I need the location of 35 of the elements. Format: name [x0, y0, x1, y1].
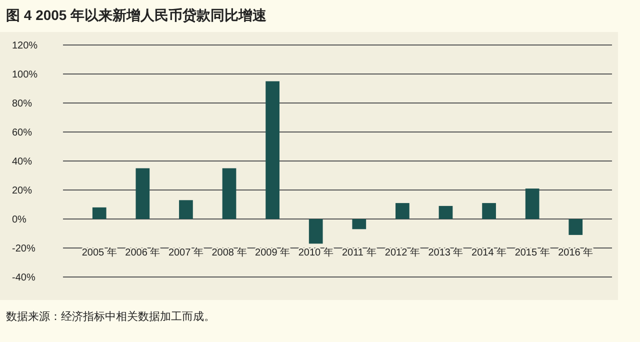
chart-title: 图 4 2005 年以来新增人民币贷款同比增速 [6, 7, 268, 23]
y-tick-label: 100% [12, 70, 38, 80]
y-tick-label: 20% [12, 186, 32, 196]
x-tick-label: 2010 年 [298, 246, 334, 258]
bar [92, 207, 106, 219]
bar [266, 81, 280, 219]
bar [222, 168, 236, 219]
x-tick-label: 2006 年 [125, 246, 160, 258]
x-tick-label: 2008 年 [212, 246, 247, 258]
x-tick-label: 2012 年 [384, 246, 420, 258]
x-tick-label: 2013 年 [428, 246, 464, 258]
bar [568, 219, 583, 235]
source-note: 数据来源：经济指标中相关数据加工而成。 [6, 310, 215, 323]
y-tick-label: -20% [12, 244, 36, 254]
y-tick-label: 60% [12, 128, 32, 138]
y-tick-label: 40% [12, 156, 32, 168]
y-tick-label: 120% [12, 40, 38, 52]
bar [396, 203, 410, 219]
bar [136, 168, 150, 219]
x-tick-label: 2009 年 [255, 246, 290, 258]
bar [525, 188, 540, 219]
y-tick-label: -40% [12, 272, 36, 284]
bar [179, 200, 193, 219]
bar [308, 219, 323, 244]
bar [482, 203, 496, 219]
x-tick-label: 2014 年 [472, 246, 507, 258]
x-tick-label: 2011 年 [342, 246, 376, 258]
x-tick-label: 2005 年 [82, 246, 117, 258]
bar [438, 206, 453, 219]
y-tick-label: 0% [12, 214, 27, 226]
x-tick-label: 2007 年 [168, 246, 204, 258]
y-tick-label: 80% [12, 98, 32, 110]
x-tick-label: 2016 年 [558, 246, 594, 258]
bar [352, 219, 366, 230]
x-tick-label: 2015 年 [514, 246, 550, 258]
